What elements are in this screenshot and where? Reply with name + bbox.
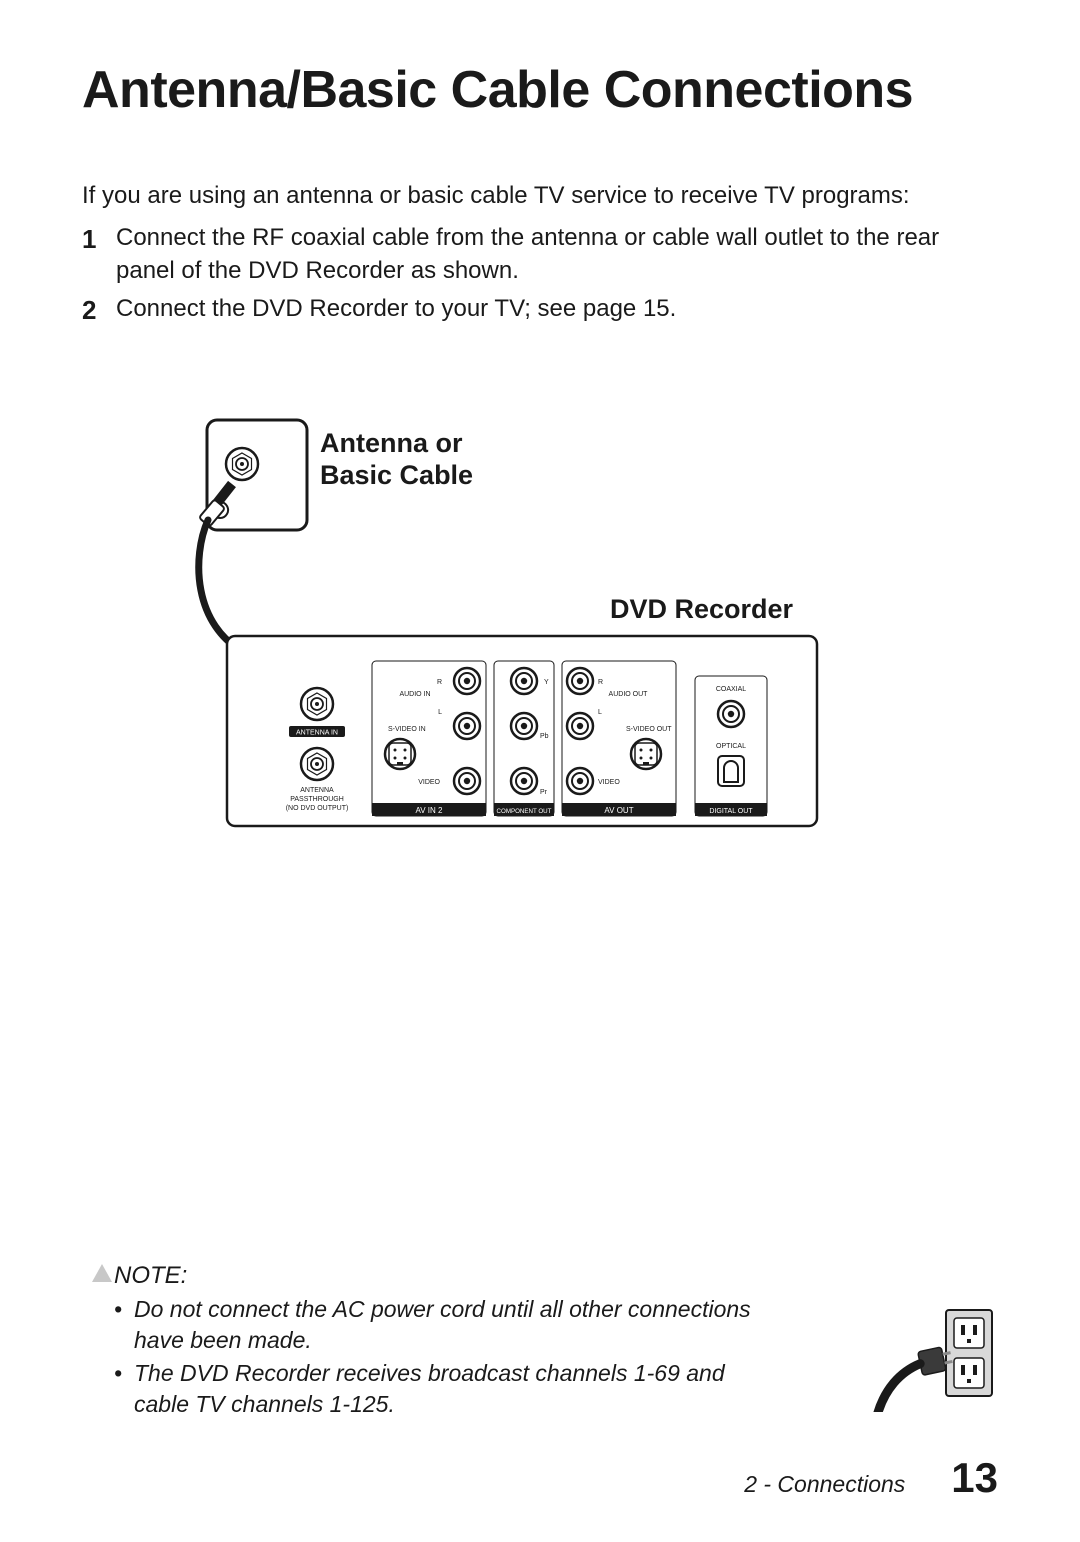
avout-group-label: AV OUT (604, 806, 633, 815)
avout-svideo: S-VIDEO OUT (626, 726, 672, 733)
digital-coax: COAXIAL (716, 686, 746, 693)
antenna-pass-1: ANTENNA (300, 787, 334, 794)
step-number: 2 (82, 293, 96, 328)
avout-r: R (598, 679, 603, 686)
dvd-recorder-panel-icon: ANTENNA IN ANTENNA PASSTHROUGH (NO DVD O… (227, 636, 817, 826)
component-pb: Pb (540, 733, 549, 740)
antenna-pass-3: (NO DVD OUTPUT) (286, 805, 349, 812)
avin2-audio-in: AUDIO IN (399, 691, 430, 698)
avin2-video: VIDEO (418, 779, 440, 786)
avin2-svideo: S-VIDEO IN (388, 726, 426, 733)
page-footer: 2 - Connections 13 (744, 1454, 998, 1502)
note-triangle-icon (92, 1264, 112, 1282)
device-label: DVD Recorder (610, 594, 794, 624)
avin2-group-label: AV IN 2 (416, 806, 444, 815)
step-text: Connect the RF coaxial cable from the an… (116, 224, 939, 283)
source-label-2: Basic Cable (320, 460, 473, 490)
avout-l: L (598, 709, 602, 716)
digital-optical: OPTICAL (716, 743, 746, 750)
source-label-1: Antenna or (320, 428, 463, 458)
page-title: Antenna/Basic Cable Connections (82, 60, 998, 120)
step-1: 1 Connect the RF coaxial cable from the … (82, 222, 998, 287)
step-text: Connect the DVD Recorder to your TV; see… (116, 295, 676, 322)
antenna-pass-2: PASSTHROUGH (290, 796, 344, 803)
footer-page-number: 13 (951, 1454, 998, 1502)
note-item: Do not connect the AC power cord until a… (114, 1294, 762, 1356)
note-block: NOTE: Do not connect the AC power cord u… (82, 1262, 998, 1422)
note-heading: NOTE: (114, 1262, 998, 1290)
note-heading-text: NOTE: (114, 1262, 187, 1289)
component-y: Y (544, 679, 549, 686)
avout-audio-out: AUDIO OUT (609, 691, 649, 698)
intro-text: If you are using an antenna or basic cab… (82, 180, 998, 212)
footer-section: 2 - Connections (744, 1471, 905, 1498)
step-list: 1 Connect the RF coaxial cable from the … (82, 222, 998, 325)
component-pr: Pr (540, 789, 548, 796)
step-2: 2 Connect the DVD Recorder to your TV; s… (82, 293, 998, 325)
power-outlet-icon (868, 1302, 998, 1417)
note-list: Do not connect the AC power cord until a… (82, 1294, 762, 1420)
connection-diagram: Antenna or Basic Cable DVD Recorder (82, 406, 998, 1006)
step-number: 1 (82, 222, 96, 257)
antenna-in-label: ANTENNA IN (296, 729, 338, 736)
avin2-l: L (438, 709, 442, 716)
digital-group-label: DIGITAL OUT (709, 808, 753, 815)
component-group-label: COMPONENT OUT (497, 808, 552, 815)
avin2-r: R (437, 679, 442, 686)
note-item: The DVD Recorder receives broadcast chan… (114, 1358, 762, 1420)
avout-video: VIDEO (598, 779, 620, 786)
